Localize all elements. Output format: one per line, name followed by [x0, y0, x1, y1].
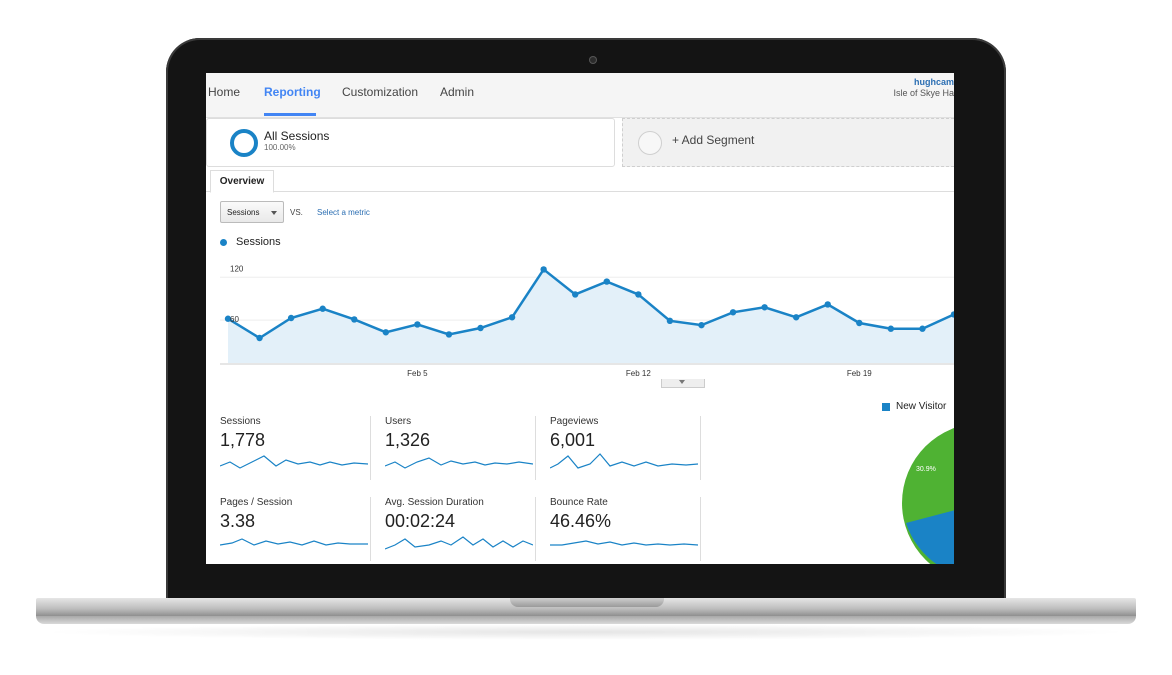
nav-reporting[interactable]: Reporting: [264, 85, 321, 99]
chart-collapse-handle[interactable]: [661, 379, 705, 388]
summary-tile-avg-session-duration[interactable]: Avg. Session Duration 00:02:24: [385, 497, 536, 561]
data-point: [856, 319, 863, 327]
data-point: [603, 278, 610, 285]
laptop-base: [36, 598, 1136, 616]
nav-active-underline: [264, 113, 316, 116]
data-point: [887, 325, 895, 332]
summary-tile-sessions[interactable]: Sessions 1,778: [220, 416, 371, 480]
property-name[interactable]: Isle of Skye Ha: [893, 88, 954, 98]
data-point: [950, 311, 954, 318]
x-tick-label: Feb 5: [407, 369, 428, 378]
data-point: [919, 325, 926, 332]
laptop-base-lip: [36, 616, 1136, 624]
tab-overview[interactable]: Overview: [210, 170, 274, 193]
data-point: [666, 317, 674, 325]
data-point: [761, 304, 768, 311]
data-point: [382, 329, 390, 336]
legend-sessions-swatch: [220, 239, 227, 246]
summary-value: 00:02:24: [385, 511, 456, 531]
add-segment-box[interactable]: [622, 118, 954, 167]
data-point: [224, 315, 232, 322]
laptop-notch: [510, 598, 664, 607]
data-point: [477, 324, 484, 332]
metric-select-value: Sessions: [227, 208, 260, 217]
summary-label: Users: [385, 416, 412, 427]
series-line-sessions: [227, 267, 954, 340]
laptop-shadow: [36, 624, 1136, 640]
segment-all-sessions[interactable]: [206, 118, 615, 167]
sparkline: [385, 536, 533, 550]
camera-icon: [589, 56, 597, 64]
data-point: [572, 291, 579, 298]
y-tick-label: 60: [230, 315, 239, 324]
metric-select[interactable]: Sessions: [220, 201, 284, 223]
sparkline: [385, 457, 533, 469]
summary-value: 1,778: [220, 430, 266, 450]
sessions-line-chart: 120 60 Feb 5 Feb 12 Feb 19: [220, 264, 954, 378]
data-point: [351, 316, 358, 323]
summary-value: 1,326: [385, 430, 431, 450]
visitor-pie-chart: 30.9%: [902, 428, 954, 564]
nav-home[interactable]: Home: [208, 85, 241, 99]
data-point: [792, 314, 800, 321]
x-tick-label: Feb 12: [626, 369, 651, 378]
summary-tile-pages-per-session[interactable]: Pages / Session 3.38: [220, 497, 371, 561]
nav-admin[interactable]: Admin: [440, 85, 475, 99]
data-point: [635, 291, 642, 298]
top-nav: Home Reporting Customization Admin hughc…: [206, 73, 954, 118]
segment-percent: 100.00%: [264, 143, 296, 152]
empty-segment-ring-icon: [638, 131, 662, 155]
data-point: [414, 321, 421, 328]
sparkline: [220, 455, 368, 469]
sparkline: [220, 538, 368, 546]
sparkline: [550, 453, 698, 469]
summary-label: Pageviews: [550, 416, 599, 427]
summary-value: 6,001: [550, 430, 596, 450]
pie-legend-label: New Visitor: [896, 401, 947, 412]
summary-tile-bounce-rate[interactable]: Bounce Rate 46.46%: [550, 497, 701, 561]
summary-value: 46.46%: [550, 511, 612, 531]
data-point: [729, 309, 737, 316]
chevron-down-icon: [679, 380, 685, 384]
nav-customization[interactable]: Customization: [342, 85, 419, 99]
select-metric-link[interactable]: Select a metric: [317, 208, 370, 217]
data-point: [319, 305, 326, 312]
legend-sessions-label: Sessions: [236, 236, 281, 248]
data-point: [256, 334, 263, 342]
chevron-down-icon: [271, 211, 277, 215]
segment-name: All Sessions: [264, 129, 330, 143]
summary-label: Avg. Session Duration: [385, 497, 484, 508]
tab-divider: [206, 191, 954, 192]
vs-label: VS.: [290, 208, 303, 217]
series-area-sessions: [228, 269, 954, 363]
sparkline: [550, 540, 698, 546]
summary-label: Sessions: [220, 416, 261, 427]
summary-tile-users[interactable]: Users 1,326: [385, 416, 536, 480]
data-point: [445, 331, 453, 338]
data-point: [287, 314, 295, 322]
summary-label: Bounce Rate: [550, 497, 608, 508]
pie-legend-swatch: [882, 403, 890, 411]
summary-tile-pageviews[interactable]: Pageviews 6,001: [550, 416, 701, 480]
y-tick-label: 120: [230, 264, 244, 273]
summary-value: 3.38: [220, 511, 256, 531]
data-point: [540, 266, 547, 273]
summary-label: Pages / Session: [220, 497, 293, 508]
account-name[interactable]: hughcam: [913, 77, 954, 87]
pie-slice-new: [906, 510, 954, 564]
add-segment-label[interactable]: + Add Segment: [672, 133, 755, 147]
analytics-screen: Home Reporting Customization Admin hughc…: [206, 73, 954, 564]
x-tick-label: Feb 19: [847, 369, 872, 378]
segment-ring-icon: [230, 129, 258, 157]
data-point: [508, 314, 516, 321]
data-point: [824, 301, 831, 308]
pie-slice-label: 30.9%: [916, 466, 936, 473]
data-point: [698, 321, 705, 329]
